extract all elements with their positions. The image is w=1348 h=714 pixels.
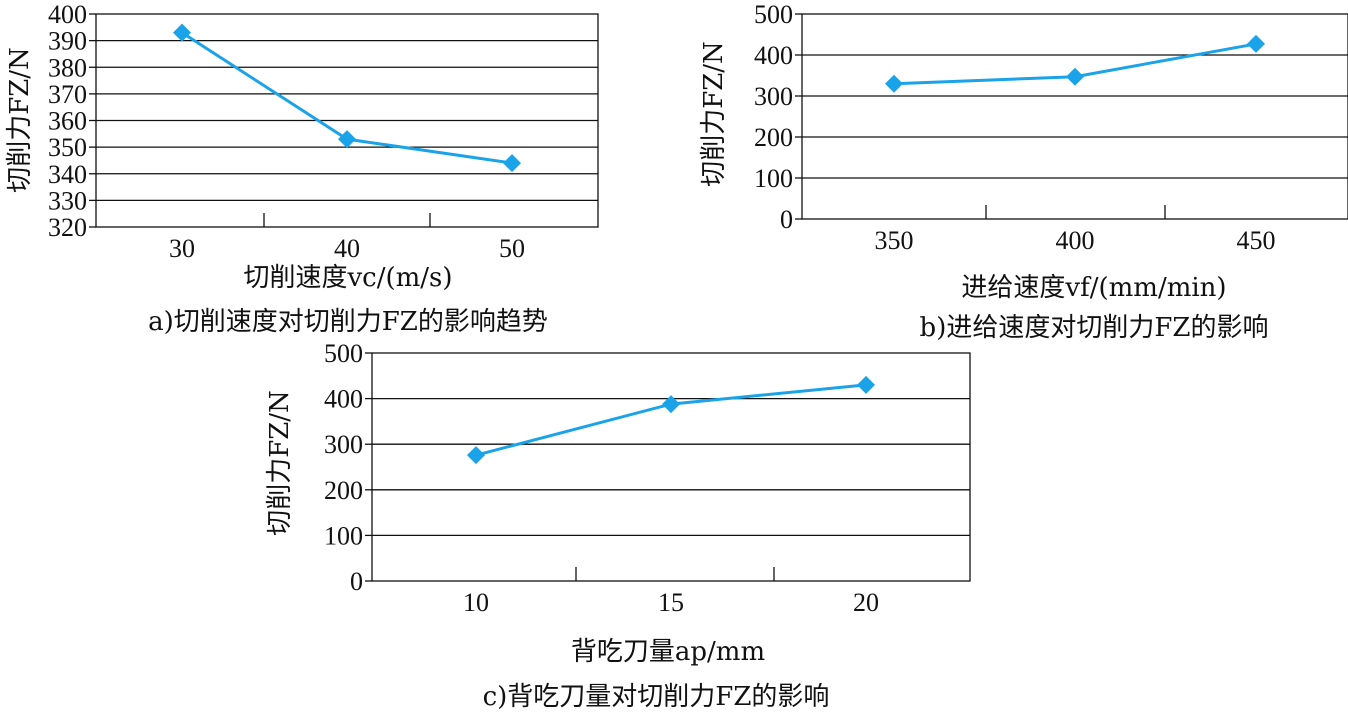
data-point-marker <box>1066 67 1084 86</box>
y-tick-label: 0 <box>780 205 793 234</box>
y-tick-label: 200 <box>324 476 363 505</box>
y-tick-label: 400 <box>754 41 793 70</box>
y-tick-label: 400 <box>324 385 363 414</box>
y-tick-label: 500 <box>324 339 363 368</box>
chart-caption: c)背吃刀量对切削力FZ的影响 <box>483 682 830 712</box>
y-axis-label: 切削力FZ/N <box>265 390 295 536</box>
x-axis-label: 进给速度vf/(mm/min) <box>961 273 1226 303</box>
chart-panel-2: 0 100 200 300 400 500 10 15 20 切削力FZ/N 背吃刀量ap/mm c)… <box>265 339 971 712</box>
x-tick-label: 10 <box>463 588 489 617</box>
y-tick-label: 340 <box>48 160 87 189</box>
x-tick-label: 400 <box>1056 226 1095 255</box>
x-tick-label: 50 <box>499 234 525 263</box>
x-tick-label: 450 <box>1237 226 1276 255</box>
y-tick-label: 390 <box>48 27 87 56</box>
y-tick-label: 330 <box>48 186 87 215</box>
y-tick-label: 0 <box>350 567 363 596</box>
y-tick-label: 100 <box>324 521 363 550</box>
plot-frame <box>371 352 971 582</box>
data-point-marker <box>338 130 356 149</box>
chart-caption: b)进给速度对切削力FZ的影响 <box>920 313 1269 343</box>
y-tick-label: 360 <box>48 107 87 136</box>
x-tick-label: 40 <box>334 234 360 263</box>
data-point-marker <box>1247 34 1265 53</box>
y-axis-label: 切削力FZ/N <box>5 47 35 193</box>
y-axis-label: 切削力FZ/N <box>699 41 729 187</box>
data-point-marker <box>173 23 191 42</box>
y-tick-label: 200 <box>754 123 793 152</box>
y-tick-label: 370 <box>48 80 87 109</box>
data-point-marker <box>503 154 521 173</box>
y-tick-label: 300 <box>754 82 793 111</box>
chart-panel-1: 0 100 200 300 400 500 350 400 450 切削力FZ/N 进给速度vf/(… <box>699 0 1348 343</box>
chart-caption: a)切削速度对切削力FZ的影响趋势 <box>148 307 548 337</box>
data-point-marker <box>662 395 680 414</box>
data-point-marker <box>467 446 485 465</box>
y-tick-label: 380 <box>48 53 87 82</box>
y-tick-label: 350 <box>48 133 87 162</box>
y-tick-label: 400 <box>48 0 87 29</box>
y-tick-label: 320 <box>48 213 87 242</box>
x-axis-label: 切削速度vc/(m/s) <box>243 263 452 293</box>
x-tick-label: 350 <box>875 226 914 255</box>
data-point-marker <box>885 74 903 93</box>
y-tick-label: 100 <box>754 164 793 193</box>
y-tick-label: 500 <box>754 0 793 29</box>
x-axis-label: 背吃刀量ap/mm <box>571 637 765 667</box>
data-point-marker <box>857 375 875 394</box>
y-tick-label: 300 <box>324 430 363 459</box>
plot-frame <box>801 13 1348 220</box>
x-tick-label: 30 <box>169 234 195 263</box>
x-tick-label: 20 <box>853 588 879 617</box>
x-tick-label: 15 <box>658 588 684 617</box>
